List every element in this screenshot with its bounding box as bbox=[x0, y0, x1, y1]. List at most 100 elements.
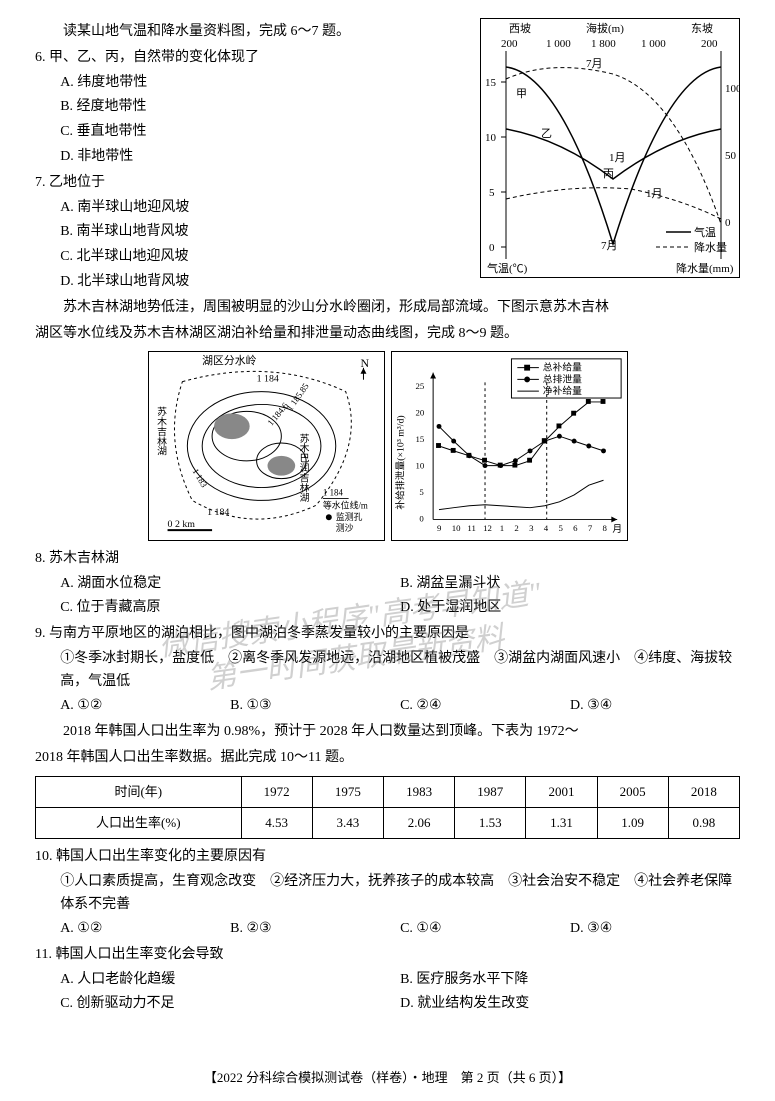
q9-stem: 9. 与南方平原地区的湖泊相比，图中湖泊冬季蒸发量较小的主要原因是 bbox=[35, 622, 740, 646]
svg-text:10: 10 bbox=[485, 132, 497, 144]
q9-opt-b: B. ①③ bbox=[230, 694, 400, 718]
svg-text:1 183: 1 183 bbox=[190, 467, 209, 490]
q11-stem: 11. 韩国人口出生率变化会导致 bbox=[35, 943, 740, 967]
svg-text:1 184: 1 184 bbox=[207, 508, 229, 519]
lake-contour-map: 湖区分水岭 N 苏木吉林湖 苏木巴润吉林湖 1 184 1 184.6 1 18… bbox=[148, 351, 385, 541]
lbl-alt: 海拔(m) bbox=[586, 21, 624, 35]
q7-opt-d: D. 北半球山地背风坡 bbox=[60, 270, 470, 294]
svg-text:3: 3 bbox=[529, 524, 534, 534]
svg-text:6: 6 bbox=[573, 524, 578, 534]
question-11: 11. 韩国人口出生率变化会导致 A. 人口老龄化趋缓 B. 医疗服务水平下降 … bbox=[35, 943, 740, 1015]
svg-text:100: 100 bbox=[725, 83, 739, 95]
svg-text:5: 5 bbox=[419, 487, 424, 497]
q7-opt-c: C. 北半球山地迎风坡 bbox=[60, 245, 470, 269]
q7-opt-a: A. 南半球山地迎风坡 bbox=[60, 196, 470, 220]
svg-text:12: 12 bbox=[483, 524, 492, 534]
svg-text:苏木巴润吉林湖: 苏木巴润吉林湖 bbox=[297, 432, 309, 503]
q11-opt-d: D. 就业结构发生改变 bbox=[400, 992, 740, 1016]
q8-opt-b: B. 湖盆呈漏斗状 bbox=[400, 572, 740, 596]
svg-text:1 800: 1 800 bbox=[591, 38, 616, 50]
q8-stem: 8. 苏木吉林湖 bbox=[35, 547, 740, 571]
lbl-west: 西坡 bbox=[509, 22, 531, 35]
intro-8-9-b: 湖区等水位线及苏木吉林湖区湖泊补给量和排泄量动态曲线图，完成 8～9 题。 bbox=[35, 322, 740, 346]
svg-text:丙: 丙 bbox=[603, 168, 614, 180]
question-9: 9. 与南方平原地区的湖泊相比，图中湖泊冬季蒸发量较小的主要原因是 ①冬季冰封期… bbox=[35, 622, 740, 718]
svg-text:监测孔: 监测孔 bbox=[335, 512, 362, 523]
q8-opt-a: A. 湖面水位稳定 bbox=[60, 572, 400, 596]
mountain-climate-chart: 西坡 海拔(m) 东坡 200 1 000 1 800 1 000 200 15… bbox=[480, 18, 740, 278]
svg-text:7月: 7月 bbox=[586, 58, 603, 70]
svg-text:总补给量: 总补给量 bbox=[542, 361, 581, 374]
svg-text:15: 15 bbox=[485, 77, 497, 89]
svg-text:苏木吉林湖: 苏木吉林湖 bbox=[155, 405, 167, 457]
svg-text:湖区分水岭: 湖区分水岭 bbox=[202, 353, 256, 367]
q10-opt-d: D. ③④ bbox=[570, 917, 740, 941]
svg-text:15: 15 bbox=[415, 434, 424, 444]
q10-items: ①人口素质提高，生育观念改变 ②经济压力大，抚养孩子的成本较高 ③社会治安不稳定… bbox=[35, 870, 740, 918]
th-time: 时间(年) bbox=[36, 776, 242, 807]
svg-text:2: 2 bbox=[514, 524, 518, 534]
svg-text:4: 4 bbox=[543, 524, 548, 534]
lbl-east: 东坡 bbox=[691, 22, 713, 35]
q10-opt-c: C. ①④ bbox=[400, 917, 570, 941]
q6-opt-a: A. 纬度地带性 bbox=[60, 71, 470, 95]
svg-text:50: 50 bbox=[725, 150, 737, 162]
q10-opt-b: B. ②③ bbox=[230, 917, 400, 941]
q8-opt-c: C. 位于青藏高原 bbox=[60, 596, 400, 620]
svg-text:5: 5 bbox=[489, 187, 495, 199]
svg-text:7: 7 bbox=[587, 524, 592, 534]
svg-text:5: 5 bbox=[558, 524, 563, 534]
svg-text:8: 8 bbox=[602, 524, 607, 534]
intro-10-11-b: 2018 年韩国人口出生率数据。据此完成 10～11 题。 bbox=[35, 746, 740, 770]
svg-text:0: 0 bbox=[489, 242, 495, 254]
question-8: 8. 苏木吉林湖 A. 湖面水位稳定 B. 湖盆呈漏斗状 C. 位于青藏高原 D… bbox=[35, 547, 740, 619]
birthrate-table: 时间(年) 1972 1975 1983 1987 2001 2005 2018… bbox=[35, 776, 740, 839]
q9-opt-a: A. ①② bbox=[60, 694, 230, 718]
question-10: 10. 韩国人口出生率变化的主要原因有 ①人口素质提高，生育观念改变 ②经济压力… bbox=[35, 845, 740, 941]
svg-text:甲: 甲 bbox=[516, 88, 527, 100]
svg-text:月: 月 bbox=[612, 524, 622, 536]
table-row: 人口出生率(%) 4.53 3.43 2.06 1.53 1.31 1.09 0… bbox=[36, 807, 740, 838]
intro-10-11-a: 2018 年韩国人口出生率为 0.98%，预计于 2028 年人口数量达到顶峰。… bbox=[35, 720, 740, 744]
q9-opt-c: C. ②④ bbox=[400, 694, 570, 718]
svg-text:补给排泄量(×10³ m³/d): 补给排泄量(×10³ m³/d) bbox=[393, 416, 406, 510]
page-footer: 【2022 分科综合模拟测试卷（样卷）・地理 第 2 页（共 6 页）】 bbox=[0, 1067, 775, 1089]
svg-text:1月: 1月 bbox=[646, 188, 663, 200]
svg-text:11: 11 bbox=[467, 524, 475, 534]
table-row: 时间(年) 1972 1975 1983 1987 2001 2005 2018 bbox=[36, 776, 740, 807]
intro-8-9-a: 苏木吉林湖地势低洼，周围被明显的沙山分水岭圈闭，形成局部流域。下图示意苏木吉林 bbox=[35, 296, 740, 320]
svg-text:降水量(mm): 降水量(mm) bbox=[676, 261, 734, 275]
q8-opt-d: D. 处于湿润地区 bbox=[400, 596, 740, 620]
svg-text:20: 20 bbox=[415, 408, 424, 418]
q11-opt-c: C. 创新驱动力不足 bbox=[60, 992, 400, 1016]
svg-text:1: 1 bbox=[499, 524, 503, 534]
svg-text:7月: 7月 bbox=[601, 240, 618, 252]
q10-opt-a: A. ①② bbox=[60, 917, 230, 941]
q10-stem: 10. 韩国人口出生率变化的主要原因有 bbox=[35, 845, 740, 869]
q7-opt-b: B. 南半球山地背风坡 bbox=[60, 220, 470, 244]
svg-text:200: 200 bbox=[501, 38, 518, 50]
svg-text:10: 10 bbox=[451, 524, 460, 534]
q6-opt-d: D. 非地带性 bbox=[60, 145, 470, 169]
svg-text:气温: 气温 bbox=[694, 225, 716, 239]
svg-text:0: 0 bbox=[419, 514, 424, 524]
q6-stem: 6. 甲、乙、丙，自然带的变化体现了 bbox=[35, 46, 470, 70]
svg-text:1 000: 1 000 bbox=[641, 38, 666, 50]
svg-text:等水位线/m: 等水位线/m bbox=[322, 500, 367, 511]
svg-text:0: 0 bbox=[725, 217, 731, 229]
svg-text:N: N bbox=[360, 356, 369, 370]
svg-text:200: 200 bbox=[701, 38, 718, 50]
svg-text:测沙: 测沙 bbox=[335, 523, 353, 533]
td-label: 人口出生率(%) bbox=[36, 807, 242, 838]
svg-text:9: 9 bbox=[437, 524, 442, 534]
q6-opt-c: C. 垂直地带性 bbox=[60, 120, 470, 144]
svg-text:降水量: 降水量 bbox=[694, 240, 727, 254]
svg-text:净补给量: 净补给量 bbox=[542, 384, 581, 397]
q9-opt-d: D. ③④ bbox=[570, 694, 740, 718]
svg-text:1 185.85: 1 185.85 bbox=[284, 381, 310, 413]
lake-flow-chart: 总补给量 总排泄量 净补给量 补给排泄量(×10³ m³/d) 月 0 5 10… bbox=[391, 351, 628, 541]
q11-opt-b: B. 医疗服务水平下降 bbox=[400, 968, 740, 992]
q6-opt-b: B. 经度地带性 bbox=[60, 95, 470, 119]
svg-text:气温(℃): 气温(℃) bbox=[487, 261, 528, 275]
q7-stem: 7. 乙地位于 bbox=[35, 171, 470, 195]
